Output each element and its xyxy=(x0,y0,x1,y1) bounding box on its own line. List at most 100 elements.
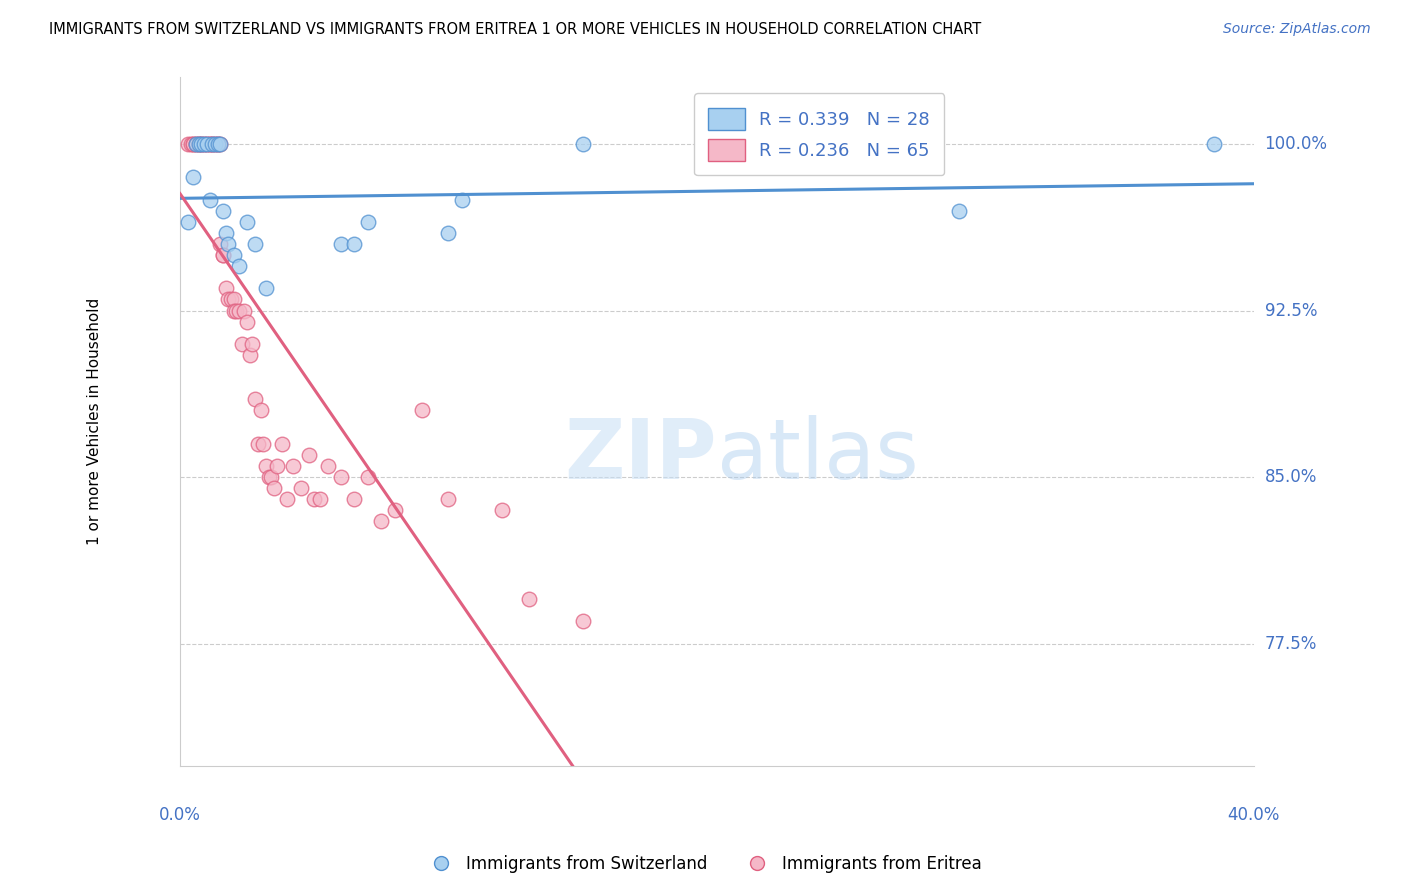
Point xyxy=(187,136,209,151)
Point xyxy=(233,303,256,318)
Point xyxy=(180,136,202,151)
Point xyxy=(190,136,212,151)
Point xyxy=(316,458,339,473)
Point xyxy=(204,136,226,151)
Point xyxy=(236,315,259,329)
Point xyxy=(195,136,218,151)
Point xyxy=(177,215,200,229)
Point xyxy=(198,136,221,151)
Point xyxy=(260,470,283,484)
Point xyxy=(517,592,540,607)
Point xyxy=(184,136,207,151)
Text: 77.5%: 77.5% xyxy=(1264,634,1317,653)
Point xyxy=(184,136,207,151)
Point xyxy=(204,136,226,151)
Point xyxy=(491,503,513,517)
Point xyxy=(187,136,209,151)
Point xyxy=(298,448,321,462)
Point xyxy=(207,136,229,151)
Point xyxy=(571,136,593,151)
Point xyxy=(219,293,242,307)
Point xyxy=(201,136,224,151)
Point xyxy=(217,293,239,307)
Point xyxy=(231,336,253,351)
Point xyxy=(357,470,380,484)
Point xyxy=(201,136,224,151)
Point xyxy=(330,470,353,484)
Point xyxy=(266,458,288,473)
Point xyxy=(207,136,229,151)
Point xyxy=(222,293,245,307)
Point xyxy=(384,503,406,517)
Point xyxy=(187,136,209,151)
Point xyxy=(571,615,593,629)
Point xyxy=(190,136,212,151)
Point xyxy=(276,492,298,507)
Point xyxy=(254,281,277,295)
Point xyxy=(225,303,247,318)
Point xyxy=(183,136,205,151)
Point xyxy=(195,136,218,151)
Text: 100.0%: 100.0% xyxy=(1264,135,1327,153)
Point xyxy=(222,248,245,262)
Point xyxy=(302,492,325,507)
Point xyxy=(370,515,392,529)
Point xyxy=(212,203,235,218)
Point xyxy=(239,348,262,362)
Point xyxy=(357,215,380,229)
Point xyxy=(271,436,294,450)
Point xyxy=(411,403,433,417)
Text: 85.0%: 85.0% xyxy=(1264,468,1317,486)
Text: 40.0%: 40.0% xyxy=(1227,805,1279,823)
Text: atlas: atlas xyxy=(717,416,918,497)
Legend: Immigrants from Switzerland, Immigrants from Eritrea: Immigrants from Switzerland, Immigrants … xyxy=(418,848,988,880)
Point xyxy=(228,303,250,318)
Point xyxy=(193,136,215,151)
Point xyxy=(214,226,236,240)
Point xyxy=(308,492,330,507)
Point xyxy=(948,203,970,218)
Point xyxy=(214,281,236,295)
Point xyxy=(252,436,274,450)
Point xyxy=(217,236,239,251)
Point xyxy=(1202,136,1225,151)
Point xyxy=(198,136,221,151)
Point xyxy=(281,458,304,473)
Point xyxy=(209,136,232,151)
Point xyxy=(263,481,285,495)
Point xyxy=(437,492,460,507)
Point xyxy=(450,193,472,207)
Point xyxy=(246,436,269,450)
Point xyxy=(204,136,226,151)
Point xyxy=(212,248,235,262)
Point xyxy=(177,136,200,151)
Point xyxy=(228,259,250,273)
Point xyxy=(437,226,460,240)
Point xyxy=(201,136,224,151)
Point xyxy=(243,236,266,251)
Text: 0.0%: 0.0% xyxy=(159,805,201,823)
Point xyxy=(198,193,221,207)
Point xyxy=(257,470,280,484)
Point xyxy=(249,403,271,417)
Point xyxy=(212,248,235,262)
Point xyxy=(236,215,259,229)
Text: ZIP: ZIP xyxy=(564,416,717,497)
Point xyxy=(343,492,366,507)
Point xyxy=(183,136,205,151)
Point xyxy=(190,136,212,151)
Point xyxy=(193,136,215,151)
Point xyxy=(290,481,312,495)
Text: 92.5%: 92.5% xyxy=(1264,301,1317,319)
Point xyxy=(193,136,215,151)
Point xyxy=(195,136,218,151)
Point xyxy=(222,303,245,318)
Text: Source: ZipAtlas.com: Source: ZipAtlas.com xyxy=(1223,22,1371,37)
Point xyxy=(243,392,266,407)
Text: IMMIGRANTS FROM SWITZERLAND VS IMMIGRANTS FROM ERITREA 1 OR MORE VEHICLES IN HOU: IMMIGRANTS FROM SWITZERLAND VS IMMIGRANT… xyxy=(49,22,981,37)
Point xyxy=(184,136,207,151)
Point xyxy=(207,136,229,151)
Point xyxy=(209,236,232,251)
Legend: R = 0.339   N = 28, R = 0.236   N = 65: R = 0.339 N = 28, R = 0.236 N = 65 xyxy=(695,94,943,176)
Point xyxy=(242,336,264,351)
